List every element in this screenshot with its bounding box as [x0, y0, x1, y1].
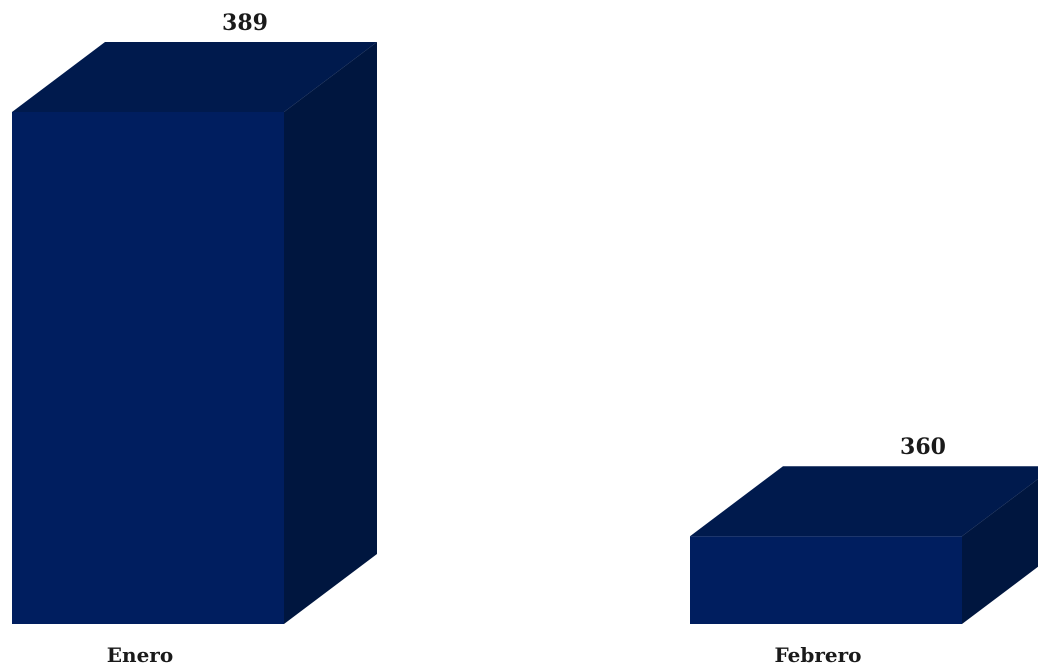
data-label: 389 [222, 10, 268, 36]
bar-side-face [284, 42, 377, 624]
bar-top-face [690, 466, 1038, 537]
x-tick-label: Febrero [775, 643, 862, 667]
bar-febrero [690, 466, 1038, 624]
bar-front-face [690, 536, 962, 624]
bar-top-face [12, 42, 377, 112]
x-tick-label: Enero [107, 643, 173, 667]
bar-enero [12, 42, 377, 624]
data-label: 360 [900, 434, 946, 460]
bar-front-face [12, 112, 284, 624]
bar-side-face [962, 479, 1038, 624]
